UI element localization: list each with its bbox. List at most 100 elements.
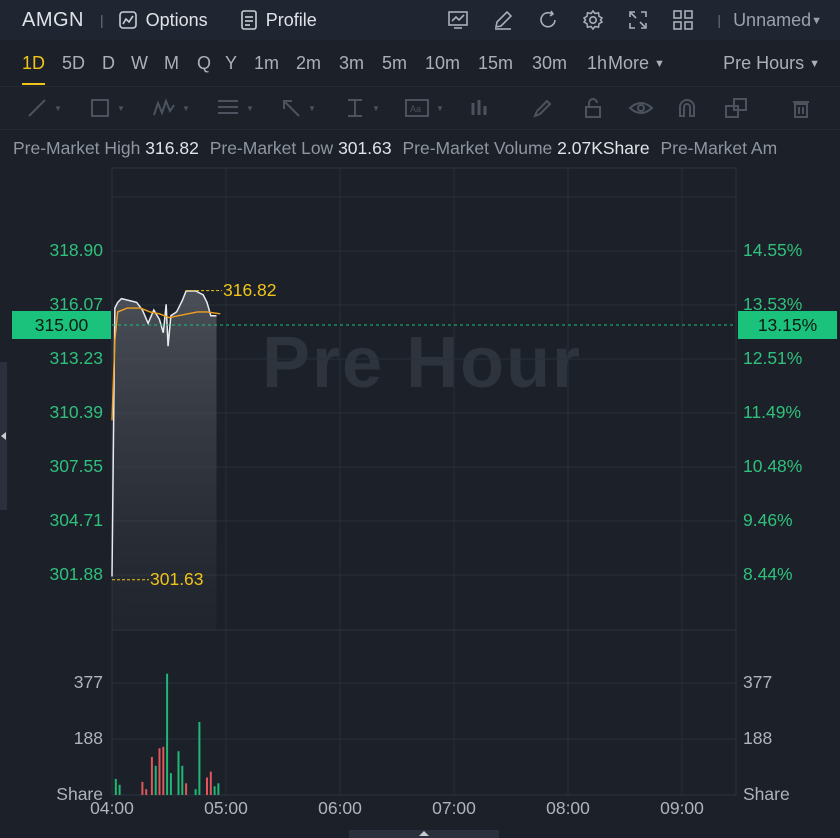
price-axis-label: 313.23: [49, 348, 103, 368]
volume-unit-label-right: Share: [743, 784, 790, 804]
price-axis-label: 310.39: [49, 402, 103, 422]
percent-axis-label: 14.55%: [743, 240, 803, 260]
timeframe-tab-2m[interactable]: 2m: [296, 53, 322, 73]
options-button[interactable]: Options: [118, 10, 208, 31]
more-timeframes-button[interactable]: More ▼: [608, 53, 665, 74]
volume-axis-label: 377: [73, 672, 103, 692]
rectangle-icon[interactable]: ▼: [89, 97, 125, 119]
drawing-toolbar: ▼ ▼ ▼ ▼ ▼ ▼ Aa ▼: [0, 86, 840, 130]
timeframe-tab-d[interactable]: D: [102, 53, 115, 73]
separator: |: [100, 12, 104, 28]
timeframe-tab-q[interactable]: Q: [197, 53, 212, 73]
percent-axis-label: 12.51%: [743, 348, 803, 368]
settings-icon[interactable]: [581, 8, 605, 32]
fullscreen-icon[interactable]: [626, 8, 650, 32]
text-box-icon[interactable]: Aa ▼: [404, 97, 444, 119]
svg-text:Aa: Aa: [410, 104, 421, 114]
price-axis-label: 318.90: [49, 240, 103, 260]
price-axis-label: 307.55: [49, 456, 103, 476]
price-axis-label: 301.88: [49, 564, 103, 584]
layout-name: Unnamed: [733, 9, 812, 30]
profile-icon: [240, 10, 257, 30]
average-price-line: [111, 307, 221, 421]
timeframe-tab-15m[interactable]: 15m: [478, 53, 514, 73]
percent-axis-label: 13.53%: [743, 294, 803, 314]
price-axis-label: 316.07: [49, 294, 103, 314]
fib-icon[interactable]: ▼: [218, 100, 254, 114]
session-dropdown[interactable]: Pre Hours ▼: [723, 53, 820, 74]
x-tick-label: 08:00: [546, 798, 590, 818]
timeframe-tab-1h[interactable]: 1h: [587, 53, 608, 73]
timeframe-tab-1d[interactable]: 1D: [22, 53, 46, 85]
options-icon: [118, 11, 137, 29]
timeframe-tab-w[interactable]: W: [131, 53, 148, 73]
x-tick-label: 07:00: [432, 798, 476, 818]
layout-grid-icon[interactable]: [671, 8, 695, 32]
timeframe-tab-m[interactable]: M: [164, 53, 179, 73]
arrow-icon[interactable]: ▼: [280, 97, 316, 119]
profile-button[interactable]: Profile: [240, 10, 317, 31]
top-icons: | Unnamed▼: [425, 0, 822, 40]
stat-volume-label: Pre-Market Volume: [402, 138, 553, 158]
percent-axis-label: 10.48%: [743, 456, 803, 476]
text-measure-icon[interactable]: ▼: [348, 99, 380, 117]
timeframe-tab-10m[interactable]: 10m: [425, 53, 461, 73]
options-label: Options: [145, 9, 208, 30]
trend-line-icon[interactable]: ▼: [26, 97, 62, 119]
x-tick-label: 05:00: [204, 798, 248, 818]
layers-icon[interactable]: [724, 97, 748, 119]
stat-high-label: Pre-Market High: [13, 138, 141, 158]
timeframe-tab-y[interactable]: Y: [225, 53, 238, 73]
ticker-symbol[interactable]: AMGN: [22, 8, 84, 31]
bottom-panel-handle[interactable]: [349, 830, 499, 838]
high-price-annotation: 316.82: [223, 279, 277, 300]
eye-icon[interactable]: [628, 97, 654, 119]
stat-volume-value: 2.07KShare: [557, 138, 650, 158]
magnet-icon[interactable]: [676, 97, 698, 119]
x-tick-label: 06:00: [318, 798, 362, 818]
current-price-tag: 315.00: [12, 311, 111, 339]
percent-axis-label: 9.46%: [743, 510, 793, 530]
volume-axis-label: 188: [73, 728, 103, 748]
price-line: [111, 290, 217, 577]
profile-label: Profile: [265, 9, 317, 30]
stat-low-value: 301.63: [338, 138, 392, 158]
premarket-stats: Pre-Market High 316.82 Pre-Market Low 30…: [13, 138, 777, 159]
current-percent-tag: 13.15%: [738, 311, 837, 339]
chevron-down-icon: ▼: [654, 58, 665, 70]
stat-high-value: 316.82: [145, 138, 199, 158]
left-panel-handle[interactable]: [0, 362, 7, 510]
x-tick-label: 04:00: [90, 798, 134, 818]
price-area-fill: [112, 290, 217, 630]
pattern-icon[interactable]: ▼: [152, 97, 190, 119]
lock-icon[interactable]: [582, 97, 604, 119]
more-label: More: [608, 53, 650, 73]
layout-name-dropdown[interactable]: Unnamed▼: [733, 10, 822, 31]
volume-unit-label: Share: [56, 784, 103, 804]
trash-icon[interactable]: [790, 97, 812, 119]
top-bar: AMGN | Options Profile | Unnamed▼: [0, 0, 840, 40]
stat-low-label: Pre-Market Low: [209, 138, 334, 158]
chevron-down-icon: ▼: [811, 14, 822, 27]
low-price-annotation: 301.63: [150, 568, 204, 589]
percent-axis-label: 11.49%: [743, 402, 802, 422]
price-axis-label: 304.71: [49, 510, 103, 530]
timeframe-tab-5d[interactable]: 5D: [62, 53, 86, 73]
chevron-down-icon: ▼: [809, 58, 820, 70]
timeframe-tab-5m[interactable]: 5m: [382, 53, 408, 73]
bar-pattern-icon[interactable]: [468, 97, 490, 119]
indicators-icon[interactable]: [446, 8, 470, 32]
timeframe-tab-3m[interactable]: 3m: [339, 53, 365, 73]
timeframe-tab-30m[interactable]: 30m: [532, 53, 568, 73]
draw-pen-icon[interactable]: [491, 8, 515, 32]
timeframe-bar: More ▼ Pre Hours ▼ 1D 5D D W M Q Y 1m 2m 3m 5m 10m 1…: [0, 40, 840, 86]
refresh-icon[interactable]: [536, 8, 560, 32]
volume-axis-label-right: 377: [743, 672, 773, 692]
brush-icon[interactable]: [532, 97, 554, 119]
session-label: Pre Hours: [723, 53, 805, 73]
stat-amount-label: Pre-Market Am: [660, 138, 778, 158]
timeframe-tab-1m[interactable]: 1m: [254, 53, 280, 73]
x-tick-label: 09:00: [660, 798, 704, 818]
session-watermark: Pre Hour: [262, 323, 583, 403]
